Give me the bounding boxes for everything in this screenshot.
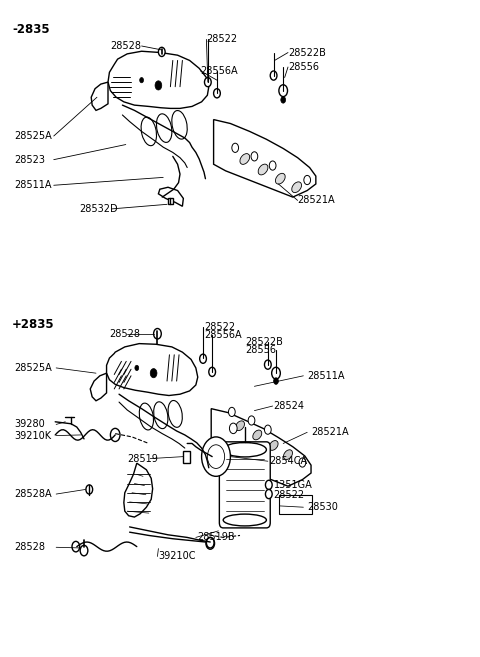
Polygon shape	[91, 82, 108, 110]
Text: 28556A: 28556A	[201, 66, 238, 76]
Circle shape	[299, 458, 306, 467]
Ellipse shape	[258, 164, 268, 175]
Text: 2854CA: 2854CA	[269, 456, 307, 466]
Ellipse shape	[276, 173, 285, 184]
Circle shape	[248, 416, 255, 425]
FancyBboxPatch shape	[168, 198, 173, 204]
Circle shape	[86, 485, 93, 494]
Circle shape	[232, 143, 239, 152]
Circle shape	[72, 541, 80, 552]
Circle shape	[270, 71, 277, 80]
Ellipse shape	[223, 514, 266, 526]
Ellipse shape	[240, 154, 250, 164]
Text: 28528: 28528	[109, 329, 141, 340]
FancyBboxPatch shape	[183, 451, 190, 463]
Text: 28556: 28556	[288, 62, 319, 72]
Polygon shape	[107, 344, 198, 396]
Text: 28530: 28530	[307, 502, 338, 512]
Text: 28556A: 28556A	[204, 330, 241, 340]
Circle shape	[264, 360, 271, 369]
Ellipse shape	[269, 441, 278, 450]
Text: 28511A: 28511A	[307, 371, 345, 381]
FancyBboxPatch shape	[219, 442, 270, 528]
Circle shape	[200, 354, 206, 363]
Text: 28525A: 28525A	[14, 363, 52, 373]
Circle shape	[214, 89, 220, 98]
Circle shape	[80, 545, 88, 556]
Text: 28525A: 28525A	[14, 131, 52, 141]
Text: 28511A: 28511A	[14, 180, 52, 191]
Circle shape	[206, 537, 214, 548]
Ellipse shape	[292, 182, 301, 193]
Text: 28528: 28528	[110, 41, 142, 51]
Polygon shape	[124, 463, 153, 517]
Ellipse shape	[223, 443, 266, 457]
Circle shape	[140, 78, 144, 83]
Text: 28519B: 28519B	[197, 532, 234, 543]
Polygon shape	[108, 51, 209, 108]
Polygon shape	[211, 409, 311, 486]
Text: 28528A: 28528A	[14, 489, 52, 499]
Circle shape	[150, 369, 157, 378]
Text: 39280: 39280	[14, 419, 45, 430]
Circle shape	[265, 480, 272, 489]
Text: 28522B: 28522B	[288, 47, 326, 58]
Text: 39210C: 39210C	[158, 551, 196, 562]
Circle shape	[154, 328, 161, 339]
Circle shape	[135, 365, 139, 371]
Text: -2835: -2835	[12, 23, 49, 36]
Ellipse shape	[284, 450, 292, 459]
Circle shape	[158, 47, 165, 57]
Text: 28524: 28524	[274, 401, 305, 411]
Circle shape	[204, 78, 211, 87]
Polygon shape	[90, 373, 107, 401]
Text: 28519: 28519	[127, 453, 158, 464]
Text: 28532D: 28532D	[79, 204, 118, 214]
Text: 28521A: 28521A	[311, 427, 348, 438]
Text: 39210K: 39210K	[14, 430, 51, 441]
Text: 28556: 28556	[245, 345, 276, 355]
Circle shape	[279, 85, 288, 97]
Text: +2835: +2835	[12, 318, 55, 331]
Text: 28522: 28522	[206, 34, 238, 45]
Circle shape	[202, 437, 230, 476]
Polygon shape	[214, 120, 316, 197]
Ellipse shape	[253, 430, 262, 440]
Circle shape	[228, 407, 235, 417]
Circle shape	[269, 161, 276, 170]
Circle shape	[264, 425, 271, 434]
Text: 28523: 28523	[14, 154, 46, 165]
Circle shape	[272, 367, 280, 379]
Text: 28522: 28522	[204, 321, 235, 332]
Circle shape	[274, 378, 278, 384]
Text: 1351GA: 1351GA	[274, 480, 312, 490]
Circle shape	[251, 152, 258, 161]
Circle shape	[155, 81, 162, 90]
Circle shape	[209, 367, 216, 376]
Circle shape	[281, 97, 286, 103]
FancyBboxPatch shape	[279, 495, 312, 514]
Ellipse shape	[236, 421, 244, 430]
Text: 28522: 28522	[274, 489, 305, 500]
Text: 28521A: 28521A	[298, 195, 335, 206]
Text: 28522B: 28522B	[245, 336, 283, 347]
Circle shape	[304, 175, 311, 185]
Circle shape	[229, 423, 237, 434]
Text: 28528: 28528	[14, 542, 46, 553]
Circle shape	[110, 428, 120, 442]
Circle shape	[265, 489, 272, 499]
Polygon shape	[158, 187, 183, 206]
